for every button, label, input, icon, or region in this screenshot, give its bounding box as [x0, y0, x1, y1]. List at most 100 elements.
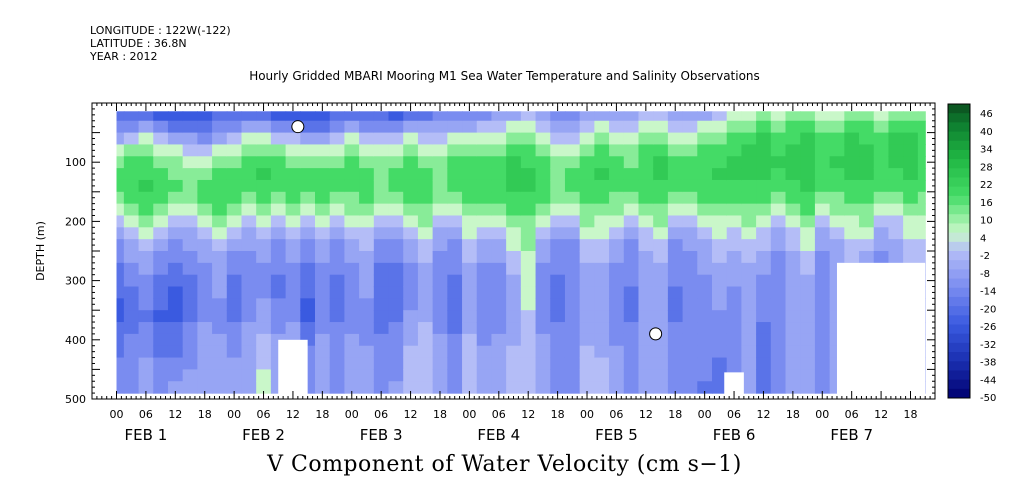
heatmap-cell [609, 286, 625, 299]
heatmap-cell [123, 322, 140, 335]
heatmap-cell [609, 156, 625, 169]
heatmap-cell [432, 345, 448, 359]
heatmap-cell [800, 120, 816, 134]
heatmap-cell [116, 111, 125, 122]
heatmap-cell [800, 132, 816, 146]
heatmap-cell [388, 381, 404, 394]
heatmap-cell [476, 333, 493, 347]
heatmap-cell [564, 144, 581, 157]
heatmap-cell [520, 310, 537, 323]
colorbar-swatch [948, 251, 970, 261]
heatmap-cell [447, 215, 463, 228]
heatmap-cell [579, 215, 595, 228]
heatmap-cell [520, 191, 537, 205]
heatmap-cell [756, 132, 772, 146]
heatmap-cell [550, 322, 566, 335]
heatmap-cell [726, 310, 742, 323]
heatmap-cell [476, 310, 493, 323]
heatmap-cell [462, 369, 478, 382]
heatmap-cell [212, 262, 228, 276]
heatmap-cell [123, 369, 140, 382]
heatmap-cell [138, 345, 154, 359]
heatmap-cell [917, 179, 926, 193]
heatmap-cell [270, 310, 287, 323]
heatmap-cell [520, 262, 537, 276]
heatmap-cell [785, 333, 801, 347]
heatmap-cell [550, 286, 566, 299]
heatmap-cell [785, 310, 801, 323]
heatmap-cell [329, 357, 346, 370]
heatmap-cell [447, 168, 463, 181]
variable-title: V Component of Water Velocity (cm s−1) [267, 452, 742, 477]
heatmap-cell [903, 203, 919, 217]
x-hour-label: 18 [551, 408, 565, 421]
heatmap-cell [800, 156, 816, 169]
heatmap-cell [344, 286, 360, 299]
heatmap-cell [153, 215, 169, 228]
heatmap-cell [403, 215, 419, 228]
heatmap-cell [197, 274, 213, 288]
heatmap-cell [167, 132, 184, 146]
heatmap-cell [344, 262, 360, 276]
heatmap-cell [697, 156, 713, 169]
heatmap-cell [432, 168, 448, 181]
heatmap-cell [520, 274, 537, 288]
heatmap-cell [388, 239, 404, 252]
heatmap-cell [770, 111, 787, 122]
heatmap-cell [741, 132, 757, 146]
heatmap-cell [491, 191, 507, 205]
heatmap-cell [829, 215, 845, 228]
heatmap-cell [756, 179, 772, 193]
heatmap-cell [859, 120, 875, 134]
heatmap-cell [800, 227, 816, 240]
heatmap-cell [550, 120, 566, 134]
heatmap-cell [741, 274, 757, 288]
colorbar-swatch [948, 177, 970, 188]
heatmap-cell [432, 381, 448, 394]
heatmap-cell [138, 120, 154, 134]
heatmap-cell [138, 156, 154, 169]
heatmap-cell [579, 345, 595, 359]
heatmap-cell [888, 168, 904, 181]
heatmap-cell [888, 215, 904, 228]
heatmap-cell [697, 274, 713, 288]
heatmap-cell [447, 251, 463, 264]
heatmap-cell [300, 156, 316, 169]
heatmap-cell [829, 251, 845, 264]
heatmap-cell [417, 215, 434, 228]
heatmap-cell [116, 381, 125, 394]
heatmap-cell [212, 369, 228, 382]
heatmap-cell [256, 369, 272, 382]
heatmap-cell [623, 144, 640, 157]
heatmap-cell [682, 156, 698, 169]
heatmap-cell [712, 191, 728, 205]
heatmap-cell [226, 286, 243, 299]
colorbar-swatch [948, 388, 970, 399]
heatmap-cell [300, 274, 316, 288]
x-hour-label: 00 [815, 408, 829, 421]
heatmap-cell [329, 274, 346, 288]
heatmap-cell [212, 144, 228, 157]
heatmap-cell [388, 322, 404, 335]
heatmap-cell [373, 111, 390, 122]
heatmap-cell [903, 156, 919, 169]
heatmap-cell [888, 203, 904, 217]
heatmap-cell [579, 369, 595, 382]
heatmap-cell [197, 191, 213, 205]
heatmap-cell [403, 227, 419, 240]
heatmap-cell [697, 345, 713, 359]
heatmap-cell [491, 274, 507, 288]
heatmap-cell [123, 156, 140, 169]
x-axis-labels: 00 06 12 18 00 06 12 18 00 06 12 18 00 06 12 18 00 06 12 18… [110, 408, 918, 444]
heatmap-cell [653, 227, 669, 240]
heatmap-cell [285, 156, 301, 169]
heatmap-cell [212, 357, 228, 370]
heatmap-cell [506, 203, 522, 217]
heatmap-cell [682, 286, 698, 299]
heatmap-cell [491, 132, 507, 146]
heatmap-cell [476, 179, 493, 193]
heatmap-cell [462, 203, 478, 217]
heatmap-cell [712, 168, 728, 181]
heatmap-cell [814, 369, 831, 382]
heatmap-cell [329, 345, 346, 359]
